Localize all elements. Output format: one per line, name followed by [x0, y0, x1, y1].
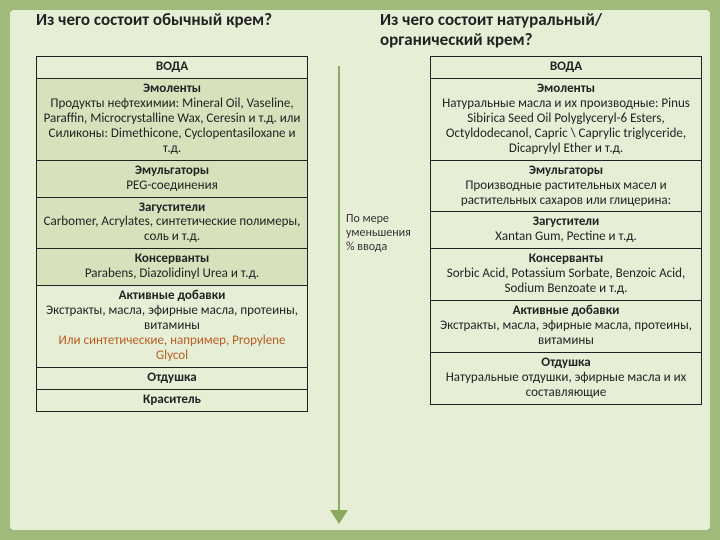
arrow-label: По мере уменьшения % ввода: [346, 212, 420, 254]
left-cell-3-header: Загустители: [43, 201, 301, 216]
arrow: [322, 66, 356, 526]
right-cell-5: Активные добавкиЭкстракты, масла, эфирны…: [430, 300, 702, 353]
right-cell-4: КонсервантыSorbic Acid, Potassium Sorbat…: [430, 248, 702, 301]
right-cell-0-header: ВОДА: [437, 60, 695, 75]
left-cell-1-body: Продукты нефтехимии: Mineral Oil, Vaseli…: [43, 97, 301, 157]
title-left: Из чего состоит обычный крем?: [36, 10, 316, 30]
right-cell-6-header: Отдушка: [437, 356, 695, 371]
left-cell-5-header: Активные добавки: [43, 289, 301, 304]
right-cell-3-body: Xantan Gum, Pectine и т.д.: [437, 230, 695, 245]
right-cell-2: ЭмульгаторыПроизводные растительных масе…: [430, 160, 702, 213]
right-cell-4-body: Sorbic Acid, Potassium Sorbate, Benzoic …: [437, 267, 695, 297]
right-cell-0: ВОДА: [430, 56, 702, 79]
panel: Из чего состоит обычный крем? Из чего со…: [10, 10, 710, 530]
arrow-head-icon: [330, 510, 348, 524]
left-cell-5-body: Экстракты, масла, эфирные масла, протеин…: [43, 304, 301, 334]
left-cell-5: Активные добавкиЭкстракты, масла, эфирны…: [36, 285, 308, 368]
left-cell-7: Краситель: [36, 389, 308, 412]
right-cell-1: ЭмолентыНатуральные масла и их производн…: [430, 78, 702, 161]
left-cell-4-header: Консерванты: [43, 252, 301, 267]
left-cell-3: ЗагустителиCarbomer, Acrylates, синтетич…: [36, 197, 308, 250]
left-cell-4: КонсервантыParabens, Diazolidinyl Urea и…: [36, 248, 308, 286]
right-column: ВОДА ЭмолентыНатуральные масла и их произ…: [430, 56, 702, 405]
left-column: ВОДА ЭмолентыПродукты нефтехимии: Mineral…: [36, 56, 308, 412]
right-cell-2-body: Производные растительных масел и растите…: [437, 179, 695, 209]
left-cell-0: ВОДА: [36, 56, 308, 79]
left-cell-3-body: Carbomer, Acrylates, синтетические полим…: [43, 215, 301, 245]
left-cell-7-header: Краситель: [43, 393, 301, 408]
left-cell-2-body: PEG-соединения: [43, 179, 301, 194]
left-cell-0-header: ВОДА: [43, 60, 301, 75]
right-cell-4-header: Консерванты: [437, 252, 695, 267]
right-cell-1-header: Эмоленты: [437, 82, 695, 97]
right-cell-1-body: Натуральные масла и их производные: Pinu…: [437, 97, 695, 157]
arrow-line: [338, 66, 340, 510]
left-cell-6-header: Отдушка: [43, 371, 301, 386]
right-cell-5-header: Активные добавки: [437, 304, 695, 319]
right-cell-6-body: Натуральные отдушки, эфирные масла и их …: [437, 371, 695, 401]
left-cell-2-header: Эмульгаторы: [43, 164, 301, 179]
right-cell-2-header: Эмульгаторы: [437, 164, 695, 179]
right-cell-3-header: Загустители: [437, 215, 695, 230]
left-cell-1-header: Эмоленты: [43, 82, 301, 97]
left-cell-6: Отдушка: [36, 367, 308, 390]
title-right: Из чего состоит натуральный/органический…: [380, 10, 700, 49]
right-cell-6: ОтдушкаНатуральные отдушки, эфирные масл…: [430, 352, 702, 405]
right-cell-3: ЗагустителиXantan Gum, Pectine и т.д.: [430, 211, 702, 249]
left-cell-2: ЭмульгаторыPEG-соединения: [36, 160, 308, 198]
left-cell-1: ЭмолентыПродукты нефтехимии: Mineral Oil…: [36, 78, 308, 161]
right-cell-5-body: Экстракты, масла, эфирные масла, протеин…: [437, 319, 695, 349]
left-cell-5-highlight: Или синтетические, например, Propylene G…: [43, 334, 301, 364]
left-cell-4-body: Parabens, Diazolidinyl Urea и т.д.: [43, 267, 301, 282]
